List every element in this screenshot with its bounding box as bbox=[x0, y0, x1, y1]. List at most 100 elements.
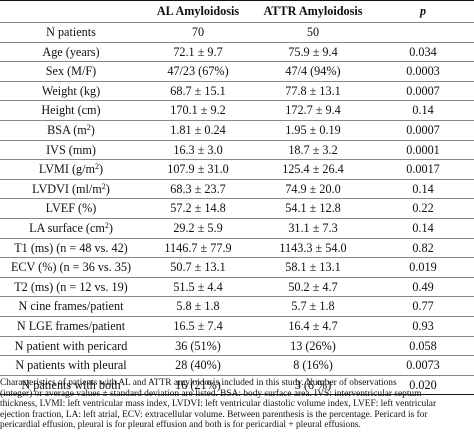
al-value: 5.8 ± 1.8 bbox=[142, 296, 254, 317]
attr-value: 50.2 ± 4.7 bbox=[254, 276, 372, 297]
table-header-row: AL Amyloidosis ATTR Amyloidosis p bbox=[0, 0, 474, 23]
attr-value: 18.7 ± 3.2 bbox=[254, 139, 372, 160]
attr-value: 77.8 ± 13.1 bbox=[254, 80, 372, 101]
row-label: N cine frames/patient bbox=[0, 296, 142, 317]
row-label: Age (years) bbox=[0, 41, 142, 62]
row-label: LVEF (%) bbox=[0, 198, 142, 219]
n-patients-al: 70 bbox=[142, 22, 254, 43]
table-body: Age (years) 72.1 ± 9.7 75.9 ± 9.4 0.034 Sex … bbox=[0, 41, 474, 396]
table-row: N patients with pleural 28 (40%) 8 (16%) 0.… bbox=[0, 355, 474, 376]
p-value: 0.14 bbox=[372, 217, 474, 239]
attr-value: 58.1 ± 13.1 bbox=[254, 257, 372, 278]
table-row: LVMI (g/m2) 107.9 ± 31.0 125.4 ± 26.4 0.001… bbox=[0, 159, 474, 180]
n-patients-attr: 50 bbox=[254, 22, 372, 43]
attr-value: 8 (16%) bbox=[254, 355, 372, 376]
al-value: 36 (51%) bbox=[142, 335, 254, 356]
header-al: AL Amyloidosis bbox=[142, 0, 254, 23]
attr-value: 3 (6 %) bbox=[254, 374, 372, 396]
attr-value: 125.4 ± 26.4 bbox=[254, 159, 372, 180]
row-label: ECV (%) (n = 36 vs. 35) bbox=[0, 257, 142, 278]
caption-line: Characteristics of patients with AL and … bbox=[0, 378, 397, 388]
caption-line: pericardial effusion, pleural is for ple… bbox=[0, 420, 361, 431]
row-label: N patient with pericard bbox=[0, 335, 142, 356]
caption-line: ejection fraction, LA: left atrial, ECV:… bbox=[0, 409, 428, 420]
al-value: 1.81 ± 0.24 bbox=[142, 119, 254, 141]
table-row: Age (years) 72.1 ± 9.7 75.9 ± 9.4 0.034 bbox=[0, 41, 474, 62]
p-value: 0.49 bbox=[372, 276, 474, 297]
attr-value: 13 (26%) bbox=[254, 335, 372, 356]
row-label: IVS (mm) bbox=[0, 139, 142, 160]
header-attr: ATTR Amyloidosis bbox=[254, 0, 372, 23]
patient-characteristics-table: AL Amyloidosis ATTR Amyloidosis p N pati… bbox=[0, 0, 474, 396]
al-value: 57.2 ± 14.8 bbox=[142, 198, 254, 219]
p-value: 0.0003 bbox=[372, 61, 474, 82]
al-value: 68.7 ± 15.1 bbox=[142, 80, 254, 101]
row-label: Sex (M/F) bbox=[0, 61, 142, 82]
row-label: BSA (m2) bbox=[0, 119, 142, 141]
p-value: 0.77 bbox=[372, 296, 474, 317]
al-value: 1146.7 ± 77.9 bbox=[142, 237, 254, 258]
attr-value: 172.7 ± 9.4 bbox=[254, 100, 372, 121]
row-label: T1 (ms) (n = 48 vs. 42) bbox=[0, 237, 142, 258]
table-row: IVS (mm) 16.3 ± 3.0 18.7 ± 3.2 0.0001 bbox=[0, 139, 474, 160]
p-value: 0.0007 bbox=[372, 80, 474, 101]
table-row: N cine frames/patient 5.8 ± 1.8 5.7 ± 1.8 0… bbox=[0, 296, 474, 317]
p-value: 0.14 bbox=[372, 100, 474, 121]
al-value: 170.1 ± 9.2 bbox=[142, 100, 254, 121]
al-value: 51.5 ± 4.4 bbox=[142, 276, 254, 297]
p-value: 0.0007 bbox=[372, 119, 474, 141]
attr-value: 75.9 ± 9.4 bbox=[254, 41, 372, 62]
p-value: 0.0073 bbox=[372, 355, 474, 376]
table-row: N patients with both 16 (21%) 3 (6 %) 0.020 bbox=[0, 374, 474, 396]
p-value: 0.22 bbox=[372, 198, 474, 219]
header-empty bbox=[0, 0, 142, 23]
al-value: 28 (40%) bbox=[142, 355, 254, 376]
row-label: LVDVI (ml/m2) bbox=[0, 178, 142, 199]
attr-value: 5.7 ± 1.8 bbox=[254, 296, 372, 317]
row-label: N LGE frames/patient bbox=[0, 315, 142, 336]
table-row: N LGE frames/patient 16.5 ± 7.4 16.4 ± 4.7… bbox=[0, 315, 474, 336]
p-value: 0.058 bbox=[372, 335, 474, 356]
table-row: LA surface (cm2) 29.2 ± 5.9 31.1 ± 7.3 0.14 bbox=[0, 217, 474, 239]
attr-value: 47/4 (94%) bbox=[254, 61, 372, 82]
p-value: 0.82 bbox=[372, 237, 474, 258]
p-value: 0.0017 bbox=[372, 159, 474, 180]
row-label: Weight (kg) bbox=[0, 80, 142, 101]
row-label: T2 (ms) (n = 12 vs. 19) bbox=[0, 276, 142, 297]
al-value: 16 (21%) bbox=[142, 374, 254, 396]
row-label: N patients with both bbox=[0, 374, 142, 396]
caption-line: thickness, LVMI: left ventricular mass i… bbox=[0, 399, 437, 410]
attr-value: 31.1 ± 7.3 bbox=[254, 217, 372, 239]
table-row: BSA (m2) 1.81 ± 0.24 1.95 ± 0.19 0.0007 bbox=[0, 119, 474, 141]
table-row: Height (cm) 170.1 ± 9.2 172.7 ± 9.4 0.14 bbox=[0, 100, 474, 121]
row-label: N patients with pleural bbox=[0, 355, 142, 376]
table-row: Weight (kg) 68.7 ± 15.1 77.8 ± 13.1 0.0007 bbox=[0, 80, 474, 101]
caption-line: (integer) or average values ± standard d… bbox=[0, 388, 422, 399]
p-value: 0.034 bbox=[372, 41, 474, 62]
row-label: LVMI (g/m2) bbox=[0, 159, 142, 180]
n-patients-row: N patients 70 50 bbox=[0, 22, 474, 43]
al-value: 16.5 ± 7.4 bbox=[142, 315, 254, 336]
n-patients-label: N patients bbox=[0, 22, 142, 43]
al-value: 50.7 ± 13.1 bbox=[142, 257, 254, 278]
attr-value: 74.9 ± 20.0 bbox=[254, 178, 372, 199]
attr-value: 16.4 ± 4.7 bbox=[254, 315, 372, 336]
al-value: 16.3 ± 3.0 bbox=[142, 139, 254, 160]
p-value: 0.019 bbox=[372, 257, 474, 278]
al-value: 29.2 ± 5.9 bbox=[142, 217, 254, 239]
table-row: N patient with pericard 36 (51%) 13 (26%) 0… bbox=[0, 335, 474, 356]
row-label: Height (cm) bbox=[0, 100, 142, 121]
p-value: 0.020 bbox=[372, 374, 474, 396]
p-value: 0.93 bbox=[372, 315, 474, 336]
table-row: T2 (ms) (n = 12 vs. 19) 51.5 ± 4.4 50.2 ± … bbox=[0, 276, 474, 297]
al-value: 107.9 ± 31.0 bbox=[142, 159, 254, 180]
p-value: 0.0001 bbox=[372, 139, 474, 160]
n-patients-p bbox=[372, 22, 474, 43]
table-row: ECV (%) (n = 36 vs. 35) 50.7 ± 13.1 58.1 ±… bbox=[0, 257, 474, 278]
row-label: LA surface (cm2) bbox=[0, 217, 142, 239]
attr-value: 1143.3 ± 54.0 bbox=[254, 237, 372, 258]
attr-value: 54.1 ± 12.8 bbox=[254, 198, 372, 219]
table-row: Sex (M/F) 47/23 (67%) 47/4 (94%) 0.0003 bbox=[0, 61, 474, 82]
table-row: LVDVI (ml/m2) 68.3 ± 23.7 74.9 ± 20.0 0.14 bbox=[0, 178, 474, 199]
